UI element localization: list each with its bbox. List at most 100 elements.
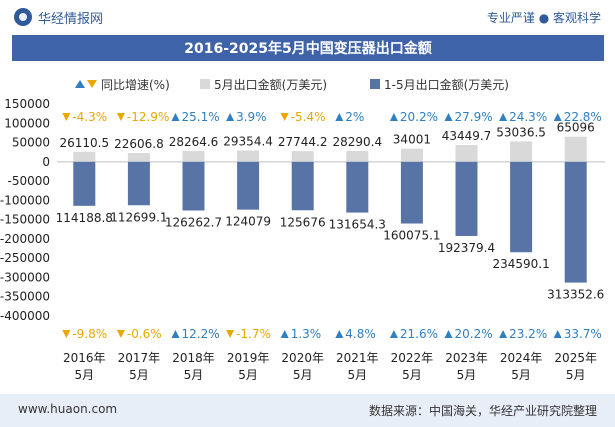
may-bar [127,153,150,162]
growth-cum-label: 23.2% [509,327,547,341]
growth-cum-up-icon [280,330,289,338]
legend-up-triangle-icon [75,80,85,88]
x-tick-month: 5月 [566,368,586,382]
chart-title: 2016-2025年5月中国变压器出口金额 [12,35,604,61]
may-bar [291,151,314,162]
x-tick-month: 5月 [347,368,367,382]
growth-cum-label: 20.2% [455,327,493,341]
footer: www.huaon.com 数据来源：中国海关，华经产业研究院整理 [0,394,615,427]
x-tick-month: 5月 [74,368,94,382]
growth-cum-label: -1.7% [236,327,271,341]
may-value-label: 28264.6 [169,135,219,149]
brand-name: 华经情报网 [38,11,104,27]
x-tick-month: 5月 [238,368,258,382]
legend-cum-label: 1-5月出口金额(万美元) [384,77,509,92]
growth-may-up-icon [553,113,562,121]
growth-may-up-icon [226,113,235,121]
x-tick-year: 2023年 [445,351,488,365]
growth-may-label: 25.1% [182,110,220,124]
data-labels: 26110.5 114188.8 22606.8 112699.1 28264.6 126… [56,121,605,302]
y-tick-label: -200000 [0,232,50,246]
may-value-label: 65096 [557,121,595,135]
growth-may-up-icon [389,113,398,121]
may-bar [510,141,533,162]
growth-cum-up-icon [444,330,453,338]
growth-may-up-icon [171,113,180,121]
cum-value-label: 124079 [225,215,271,229]
growth-cum-label: 4.8% [345,327,376,341]
top-bar: 华经情报网 专业严谨 ● 客观科学 [0,0,615,34]
y-tick-label: -50000 [7,174,50,188]
growth-may-label: -12.9% [127,110,169,124]
growth-cum-label: -9.8% [72,327,107,341]
legend-growth-label: 同比增速(%) [101,78,170,92]
footer-website[interactable]: www.huaon.com [18,402,118,416]
x-tick-month: 5月 [293,368,313,382]
may-bar [400,148,423,162]
x-tick-year: 2022年 [391,351,434,365]
may-bar [182,150,205,162]
slogan: 专业严谨 ● 客观科学 [486,10,601,25]
may-value-label: 28290.4 [332,135,382,149]
cum-value-label: 125676 [280,215,326,229]
chart-canvas: 同比增速(%) 5月出口金额(万美元) 1-5月出口金额(万美元) 150000 10… [0,77,605,382]
y-tick-label: -300000 [0,270,50,284]
cum-bar [400,161,423,224]
may-bar [564,136,587,162]
y-tick-label: 150000 [4,97,50,111]
cum-value-label: 192379.4 [438,241,495,255]
growth-may-up-icon [499,113,508,121]
growth-cum-down-icon [116,330,125,338]
may-value-label: 22606.8 [114,137,164,151]
cum-value-label: 114188.8 [56,211,113,225]
cum-bar [73,161,96,206]
y-tick-label: 50000 [12,136,50,150]
growth-cum-label: 12.2% [182,327,220,341]
cum-value-label: 234590.1 [492,257,549,271]
cum-bar [510,161,533,253]
growth-may-down-icon [116,113,125,121]
growth-cum-down-icon [62,330,71,338]
cum-bar [237,161,260,210]
may-bar [73,151,96,162]
may-value-label: 26110.5 [59,136,109,150]
may-value-label: 43449.7 [442,129,492,143]
cum-value-label: 112699.1 [110,210,167,224]
may-value-label: 27744.2 [278,135,328,149]
x-tick-year: 2020年 [281,351,324,365]
cum-bar [455,161,478,236]
y-tick-label: -150000 [0,213,50,227]
legend-cum-swatch-icon [370,79,380,89]
growth-cum-label: -0.6% [127,327,162,341]
growth-cum-up-icon [499,330,508,338]
x-tick-month: 5月 [457,368,477,382]
x-tick-year: 2024年 [500,351,543,365]
growth-may-label: -5.4% [291,110,326,124]
growth-may-label: 24.3% [509,110,547,124]
cum-value-label: 160075.1 [383,229,440,243]
x-tick-year: 2016年 [63,351,106,365]
y-tick-label: -400000 [0,309,50,323]
growth-may-up-icon [444,113,453,121]
x-tick-month: 5月 [402,368,422,382]
footer-source: 数据来源：中国海关，华经产业研究院整理 [368,404,597,418]
growth-cum-down-icon [226,330,235,338]
brand: 华经情报网 [14,8,103,27]
may-bar [237,150,260,162]
x-tick-year: 2017年 [118,351,161,365]
growth-may-label: -4.3% [72,110,107,124]
y-tick-label: -100000 [0,193,50,207]
legend-may-label: 5月出口金额(万美元) [214,77,327,92]
growth-may-label: 22.8% [564,110,602,124]
growth-cum-up-icon [335,330,344,338]
cum-value-label: 131654.3 [329,218,386,232]
cum-bar [127,161,150,206]
may-bar [455,145,478,162]
growth-may-label: 3.9% [236,110,267,124]
legend: 同比增速(%) 5月出口金额(万美元) 1-5月出口金额(万美元) [75,77,509,92]
y-tick-label: -350000 [0,290,50,304]
x-tick-year: 2019年 [227,351,270,365]
legend-down-triangle-icon [87,80,97,88]
x-tick-year: 2021年 [336,351,379,365]
